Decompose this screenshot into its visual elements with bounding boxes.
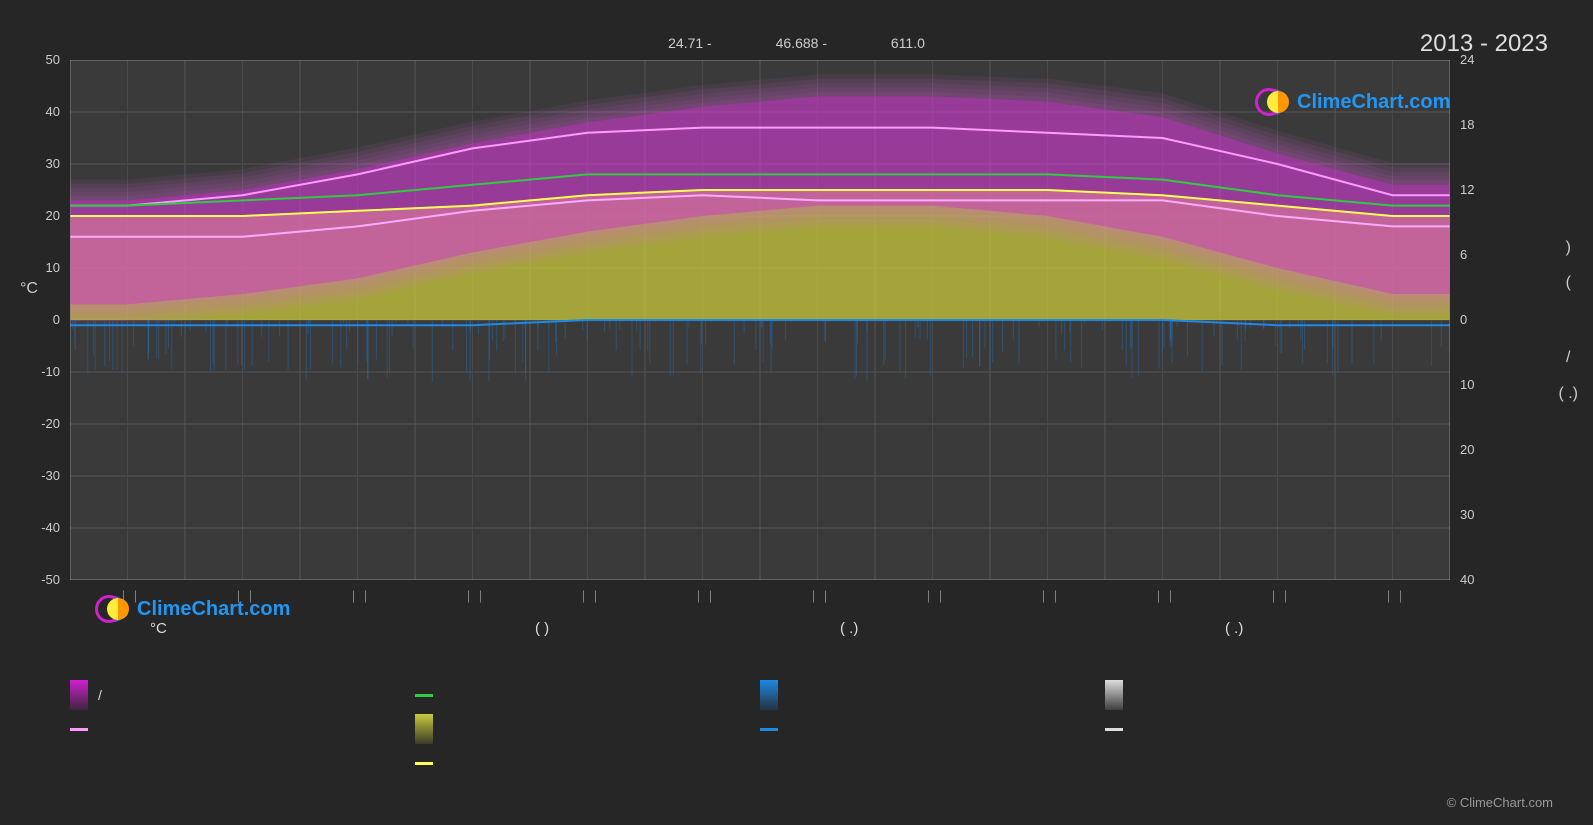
legend-item: [415, 717, 760, 741]
x-month-divider: ｜｜: [1268, 588, 1292, 605]
y-tick-right: 10: [1460, 377, 1490, 392]
y-tick-left: -20: [20, 416, 60, 431]
y-tick-left: -30: [20, 468, 60, 483]
y-tick-left: -10: [20, 364, 60, 379]
legend-item: [1105, 717, 1450, 741]
legend-swatch: [415, 694, 433, 697]
y-tick-right: 24: [1460, 52, 1490, 67]
legend-swatch: [70, 680, 88, 710]
legend-swatch: [1105, 728, 1123, 731]
y-tick-right: 6: [1460, 247, 1490, 262]
logo-top: ClimeChart.com: [1255, 85, 1450, 119]
y-tick-right: 30: [1460, 507, 1490, 522]
y-tick-left: 20: [20, 208, 60, 223]
coord-lat: 24.71 -: [668, 35, 712, 51]
x-month-divider: ｜｜: [693, 588, 717, 605]
legend-swatch: [415, 714, 433, 744]
legend-swatch: [1105, 680, 1123, 710]
y-tick-left: 10: [20, 260, 60, 275]
chart-svg: [70, 60, 1450, 580]
climate-chart: -50-40-30-20-100102030405024181260102030…: [70, 60, 1450, 580]
legend-column: /: [70, 683, 415, 775]
y-tick-left: 0: [20, 312, 60, 327]
y-tick-right: 40: [1460, 572, 1490, 587]
legend-swatch: [70, 728, 88, 731]
x-month-divider: ｜｜: [808, 588, 832, 605]
footer-copyright: © ClimeChart.com: [1447, 795, 1553, 810]
y-axis-right-side-labels: ) ( / ( .): [1558, 230, 1578, 411]
y-tick-right: 0: [1460, 312, 1490, 327]
legend-column: [415, 683, 760, 775]
legend-column: [760, 683, 1105, 775]
y-tick-right: 18: [1460, 117, 1490, 132]
logo-text: ClimeChart.com: [137, 598, 290, 621]
elevation: 611.0: [891, 35, 925, 51]
x-month-divider: ｜｜: [1038, 588, 1062, 605]
legend-label: /: [98, 687, 102, 703]
legend-item: [760, 683, 1105, 707]
legend-swatch: [760, 728, 778, 731]
logo-sun-icon: [107, 598, 129, 620]
legend-item: [415, 683, 760, 707]
y-tick-right: 20: [1460, 442, 1490, 457]
x-month-divider: ｜｜: [1383, 588, 1407, 605]
legend-item: [760, 717, 1105, 741]
logo-sun-icon: [1267, 91, 1289, 113]
x-month-divider: ｜｜: [578, 588, 602, 605]
x-month-divider: ｜｜: [348, 588, 372, 605]
legend-swatch: [760, 680, 778, 710]
y-tick-right: 12: [1460, 182, 1490, 197]
legend-item: /: [70, 683, 415, 707]
logo-icon: [1255, 85, 1289, 119]
x-month-divider: ｜｜: [463, 588, 487, 605]
y-tick-left: -40: [20, 520, 60, 535]
logo-text: ClimeChart.com: [1297, 91, 1450, 114]
legend-column: [1105, 683, 1450, 775]
legend-item: [70, 717, 415, 741]
legend-swatch: [415, 762, 433, 765]
coord-lon: 46.688 -: [776, 35, 827, 51]
y-axis-left-label: °C: [20, 280, 38, 298]
y-tick-left: 40: [20, 104, 60, 119]
y-tick-left: -50: [20, 572, 60, 587]
legend-item: [415, 751, 760, 775]
x-month-divider: ｜｜: [923, 588, 947, 605]
legend: /: [70, 683, 1450, 775]
x-month-divider: ｜｜: [1153, 588, 1177, 605]
y-tick-left: 50: [20, 52, 60, 67]
y-tick-left: 30: [20, 156, 60, 171]
header-coords: 24.71 - 46.688 - 611.0: [0, 35, 1593, 51]
legend-headers: °C ( ) ( .) ( .): [70, 620, 1450, 637]
legend-item: [1105, 683, 1450, 707]
